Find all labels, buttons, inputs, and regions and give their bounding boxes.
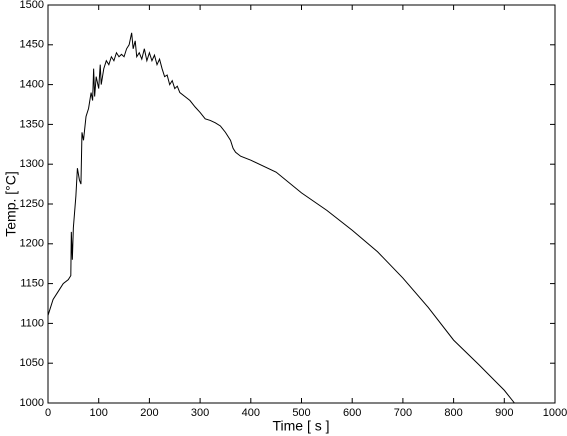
y-tick-label: 1400: [20, 79, 44, 91]
y-tick-label: 1300: [20, 158, 44, 170]
y-tick-label: 1050: [20, 357, 44, 369]
x-tick-label: 400: [242, 407, 260, 419]
x-tick-label: 500: [292, 407, 310, 419]
x-tick-label: 600: [343, 407, 361, 419]
x-tick-label: 300: [191, 407, 209, 419]
y-tick-label: 1000: [20, 397, 44, 409]
y-tick-label: 1150: [20, 278, 44, 290]
x-tick-label: 100: [90, 407, 108, 419]
plot-frame: [47, 4, 556, 404]
y-tick-label: 1450: [20, 39, 44, 51]
line: [47, 32, 515, 404]
y-tick-label: 1500: [20, 0, 44, 11]
x-tick-label: 200: [140, 407, 158, 419]
y-tick-label: 1200: [20, 238, 44, 250]
x-tick-label: 1000: [543, 407, 567, 419]
y-tick-label: 1100: [20, 317, 44, 329]
x-tick-label: 700: [394, 407, 412, 419]
y-tick-label: 1250: [20, 198, 44, 210]
y-tick-label: 1350: [20, 118, 44, 130]
x-tick-label: 900: [495, 407, 513, 419]
x-tick-label: 800: [444, 407, 462, 419]
x-axis-label: Time [ s ]: [272, 418, 329, 434]
x-tick-label: 0: [45, 407, 51, 419]
y-axis-label: Temp. [°C]: [3, 171, 19, 237]
